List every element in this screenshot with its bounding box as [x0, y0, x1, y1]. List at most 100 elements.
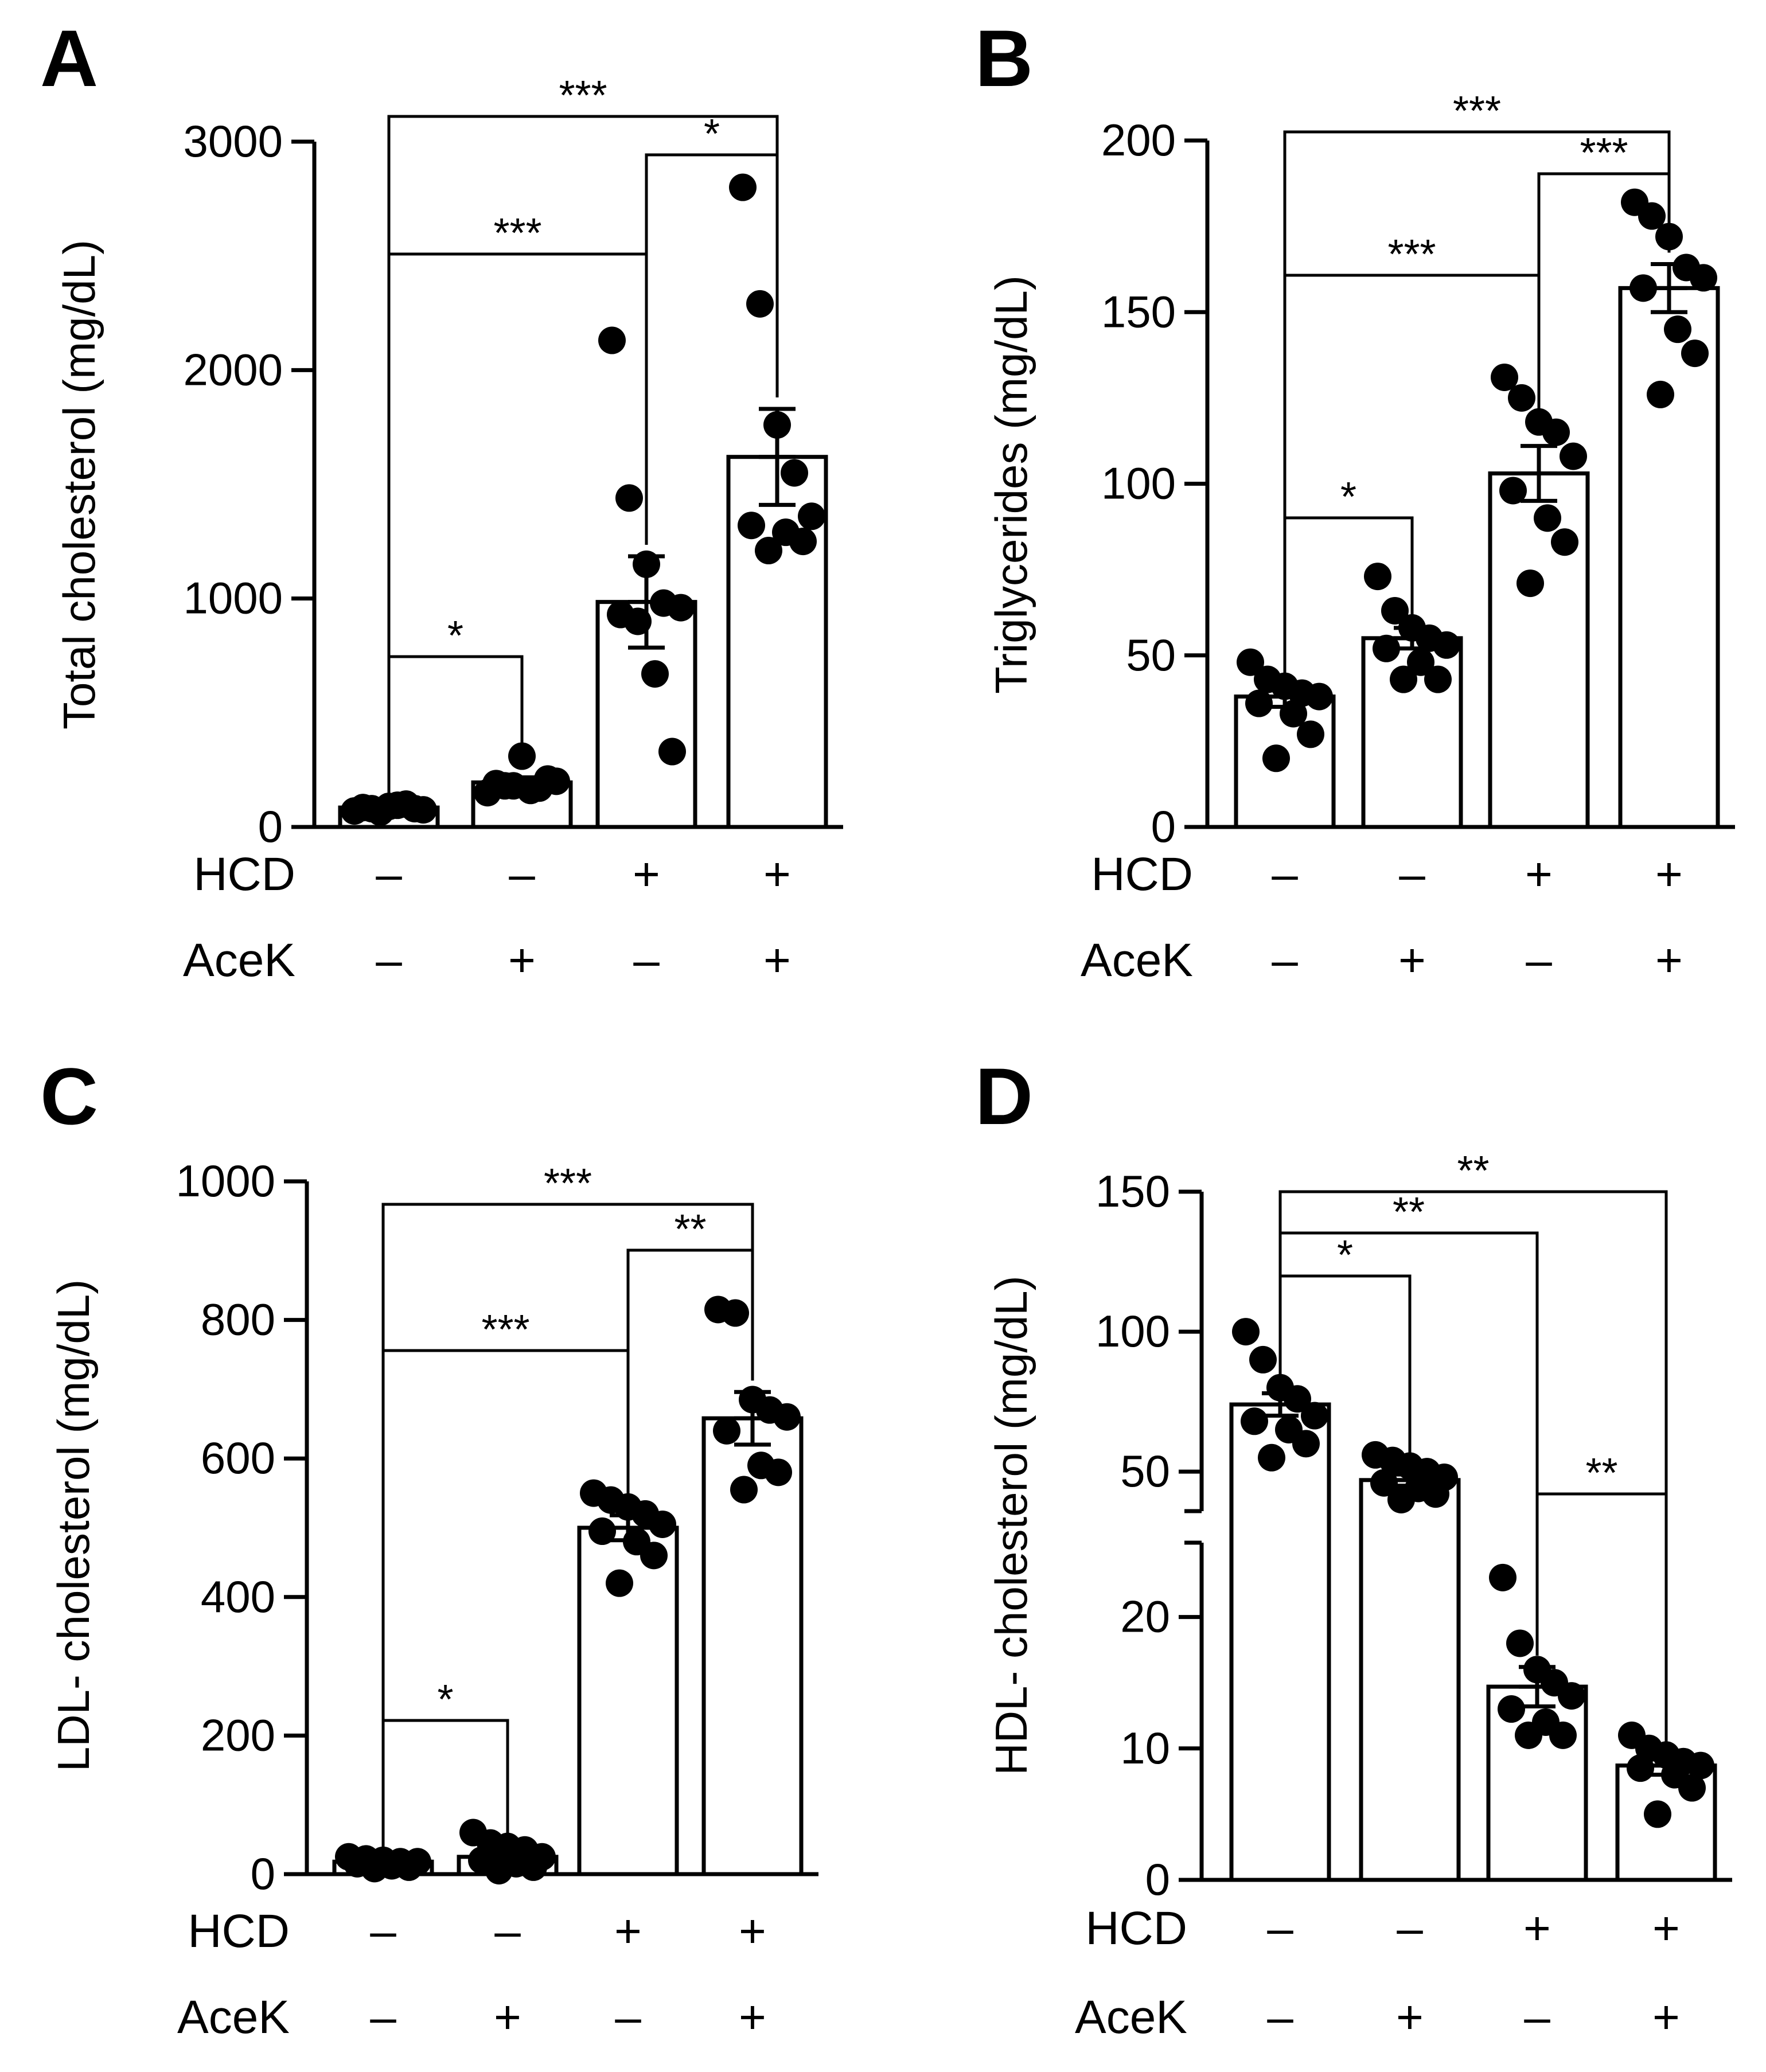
data-point [1664, 315, 1691, 344]
y-tick-label: 100 [1096, 1306, 1170, 1356]
treatment-sign: – [1526, 934, 1552, 986]
y-tick-label: 0 [258, 801, 283, 852]
y-tick-label: 2000 [183, 344, 283, 395]
significance-bracket [381, 1719, 509, 1848]
significance-bracket [1283, 516, 1414, 675]
row-label: HCD [1085, 1902, 1187, 1954]
data-point [1301, 1402, 1328, 1430]
data-point [1506, 1629, 1534, 1657]
data-point [1370, 1469, 1398, 1497]
data-point [1542, 418, 1570, 446]
treatment-sign: – [615, 1991, 641, 2043]
y-tick-label: 150 [1096, 1166, 1170, 1216]
data-point [1499, 477, 1527, 505]
data-point [1237, 648, 1264, 676]
treatment-sign: + [763, 848, 791, 900]
data-point [401, 795, 428, 823]
data-point [1364, 563, 1391, 591]
data-point [1424, 665, 1452, 693]
significance-label: ** [1393, 1189, 1425, 1235]
row-label: HCD [188, 1905, 290, 1957]
row-label: AceK [183, 934, 295, 986]
panel-letter: A [40, 13, 98, 103]
row-label: AceK [1075, 1991, 1187, 2043]
treatment-sign: – [509, 848, 535, 900]
treatment-sign: – [1399, 848, 1425, 900]
data-point [1508, 384, 1535, 412]
panel-a: A 0 1000 2000 3000 Total cholesterol (mg/dL) *… [40, 13, 843, 986]
data-point [1241, 1407, 1268, 1435]
data-point [1681, 340, 1709, 368]
treatment-sign: – [1267, 1902, 1293, 1954]
data-point [367, 798, 394, 826]
data-point [781, 459, 808, 487]
data-point [1491, 363, 1518, 391]
y-tick-label: 600 [201, 1433, 275, 1483]
y-tick-label: 150 [1101, 286, 1176, 337]
significance-label: * [437, 1677, 453, 1723]
treatment-sign: + [1652, 1902, 1680, 1954]
data-point [606, 1569, 633, 1597]
data-point [729, 173, 757, 201]
significance-bracket [1278, 1274, 1412, 1464]
treatment-sign: – [1397, 1902, 1423, 1954]
data-point [730, 1476, 758, 1504]
data-point [1390, 665, 1417, 693]
data-point [1534, 504, 1561, 532]
y-tick-label: 1000 [176, 1156, 275, 1206]
data-point [722, 1299, 749, 1327]
data-point [641, 660, 669, 688]
data-point [1517, 569, 1544, 598]
data-point [1258, 1443, 1285, 1472]
y-tick-label: 200 [201, 1710, 275, 1760]
data-point [649, 1510, 676, 1538]
data-point [746, 290, 774, 318]
treatment-sign: + [1396, 1991, 1424, 2043]
treatment-sign: – [1272, 934, 1298, 986]
data-point [1515, 1721, 1542, 1749]
data-point [1407, 648, 1434, 676]
treatment-sign: – [376, 934, 402, 986]
data-point [1558, 1682, 1585, 1710]
data-point [1551, 528, 1578, 556]
data-point [1690, 264, 1717, 292]
data-point [1305, 682, 1333, 711]
data-point [1678, 1774, 1706, 1802]
data-point [1387, 1486, 1415, 1513]
treatment-sign: + [1523, 1902, 1551, 1954]
data-point [1549, 1721, 1577, 1749]
data-point [755, 537, 782, 565]
row-label: HCD [1091, 848, 1193, 900]
data-point [395, 1853, 423, 1881]
y-axis-label: LDL- cholesterol (mg/dL) [48, 1279, 99, 1771]
data-point [1249, 1345, 1277, 1373]
treatment-sign: + [633, 848, 660, 900]
data-point [1262, 744, 1290, 772]
treatment-sign: – [376, 848, 402, 900]
significance-label: * [1337, 1232, 1353, 1278]
data-point [1245, 689, 1273, 717]
bar [1229, 1402, 1331, 1882]
data-point [1560, 442, 1587, 470]
significance-label: * [1340, 474, 1356, 520]
treatment-sign: + [1652, 1991, 1680, 2043]
y-tick-label: 10 [1120, 1723, 1170, 1773]
data-point [598, 326, 626, 354]
treatment-sign: – [633, 934, 660, 986]
treatment-sign: + [494, 1991, 521, 2043]
data-point [1627, 1754, 1654, 1782]
y-tick-label: 0 [1145, 1854, 1170, 1905]
data-point [1422, 1480, 1449, 1508]
data-point [1498, 1695, 1525, 1723]
data-point [738, 512, 765, 540]
significance-label: *** [1387, 232, 1436, 278]
significance-bracket [381, 1349, 630, 1848]
data-point [789, 528, 817, 556]
data-point [640, 1542, 668, 1570]
row-label: HCD [193, 848, 295, 900]
bar [1359, 1478, 1461, 1882]
significance-bracket [387, 252, 648, 794]
panel-letter: B [975, 13, 1033, 103]
